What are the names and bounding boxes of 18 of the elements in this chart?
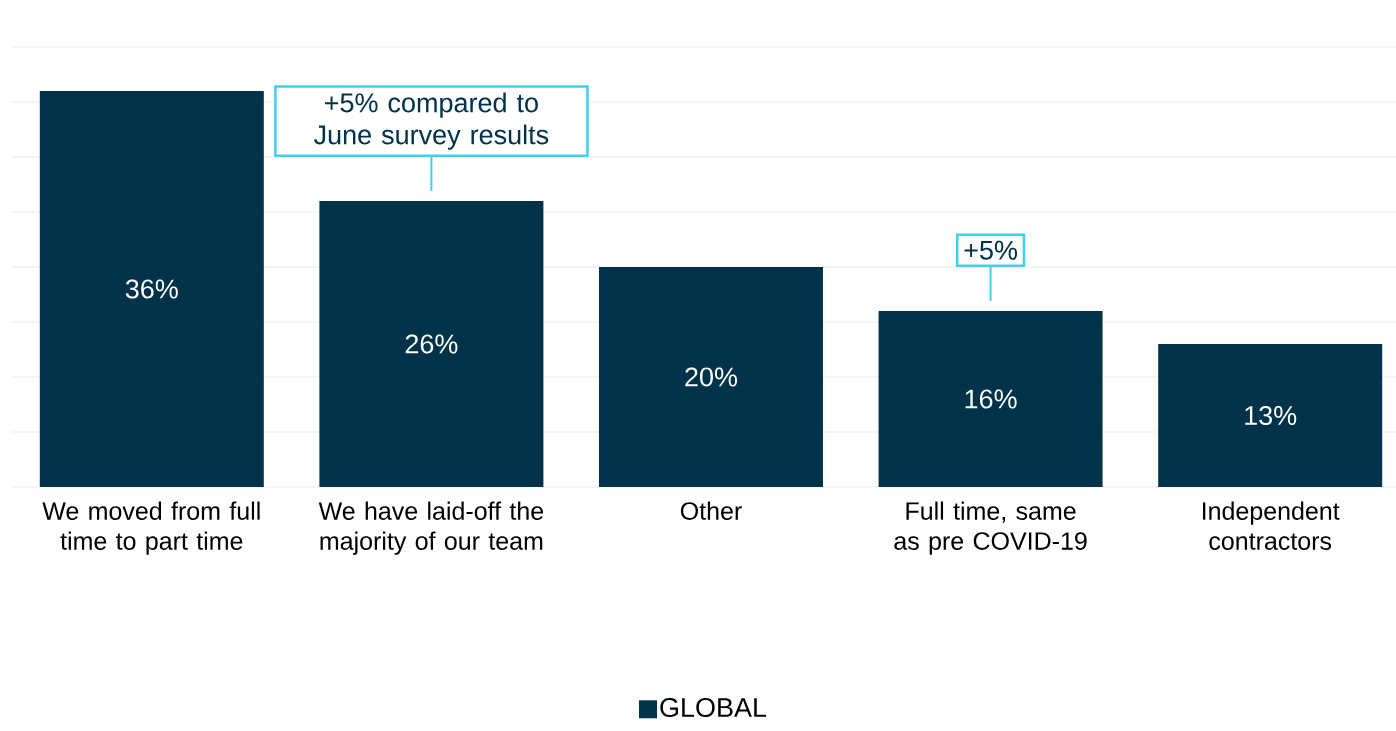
data-label: 13% [1245,405,1297,426]
bar [598,267,823,487]
data-label: 20% [685,367,738,387]
legend-label: GLOBAL [660,697,767,718]
x-tick-label: Full time, same as pre COVID-19 [894,501,1087,555]
x-tick-label: Independent contractors [1202,501,1340,550]
bar [39,91,264,487]
data-label: 16% [965,389,1017,409]
data-label: 36% [125,279,178,299]
x-tick-label: We moved from full time to part time [42,501,260,555]
bar [319,201,544,487]
data-label: 26% [405,334,458,354]
bar [878,311,1103,487]
x-tick-label: We have laid-off the majority of our team [318,501,544,555]
bar [1158,344,1383,487]
annotation: +5% [964,240,1018,260]
annotation: +5% compared to June survey results [314,92,549,150]
x-tick-label: Other [680,501,742,520]
